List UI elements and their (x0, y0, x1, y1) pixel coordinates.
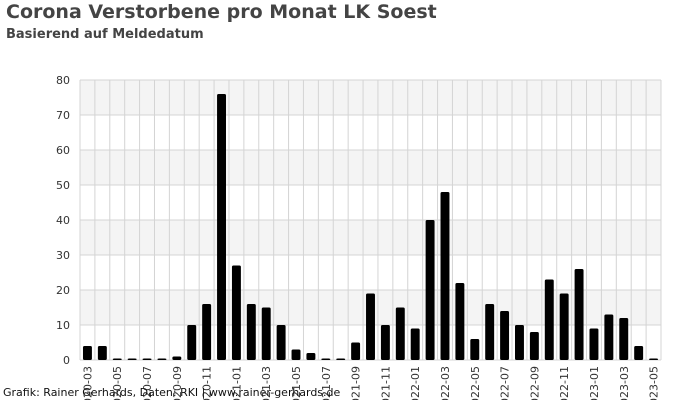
bar (544, 279, 554, 360)
bar (82, 346, 92, 360)
grid-band (80, 150, 661, 185)
x-tick-label: 2020-07 (141, 366, 154, 400)
bar (634, 346, 644, 360)
chart-subtitle: Basierend auf Meldedatum (6, 27, 204, 42)
bar (246, 304, 256, 360)
x-tick-label: 2023-01 (588, 366, 601, 400)
chart-title: Corona Verstorbene pro Monat LK Soest (6, 1, 437, 23)
y-tick-label: 0 (63, 354, 70, 367)
bar (142, 358, 152, 360)
x-tick-label: 2022-01 (409, 366, 422, 400)
bar (529, 332, 539, 360)
bar (291, 349, 301, 360)
bar (589, 328, 599, 360)
bar (97, 346, 107, 360)
x-axis-ticks: 2020-03 2020-05 2020-07 2020-09 2020-11 2021-… (81, 366, 660, 400)
bar (366, 293, 375, 360)
x-tick-label: 2022-09 (528, 366, 541, 400)
bar (172, 356, 182, 360)
bar (395, 307, 405, 360)
x-tick-label: 2021-07 (320, 366, 333, 400)
x-tick-label: 2021-01 (230, 366, 243, 400)
x-tick-label: 2023-03 (618, 366, 631, 400)
y-tick-label: 50 (56, 179, 70, 192)
grid-lines (79, 79, 662, 361)
bar (276, 325, 286, 360)
bar (515, 325, 524, 360)
x-tick-label: 2020-09 (171, 366, 184, 400)
y-tick-label: 30 (56, 249, 70, 262)
x-tick-label: 2023-05 (648, 366, 661, 400)
bar (127, 358, 137, 360)
bar (500, 311, 510, 360)
bar (351, 342, 361, 360)
x-tick-label: 2022-07 (499, 366, 512, 400)
bar (380, 325, 390, 360)
x-tick-label: 2022-03 (439, 366, 452, 400)
bar (336, 358, 346, 360)
y-axis-ticks: 0 10 20 30 40 50 60 70 80 (56, 74, 70, 367)
bar (440, 192, 450, 360)
y-tick-label: 60 (56, 144, 70, 157)
bar (425, 220, 435, 360)
grid-band (80, 80, 661, 115)
x-tick-label: 2020-03 (81, 366, 94, 400)
x-tick-label: 2021-05 (290, 366, 303, 400)
grid-band (80, 220, 661, 255)
bar (231, 265, 241, 360)
bars (82, 94, 659, 360)
bar (455, 283, 465, 360)
x-tick-label: 2022-11 (558, 366, 571, 400)
x-tick-label: 2020-11 (201, 366, 214, 400)
x-tick-label: 2021-03 (260, 366, 273, 400)
bar (187, 325, 197, 360)
y-tick-label: 20 (56, 284, 70, 297)
x-tick-label: 2021-09 (350, 366, 363, 400)
y-tick-label: 80 (56, 74, 70, 87)
bar (649, 358, 659, 360)
bar (157, 358, 167, 360)
bar (202, 304, 212, 360)
bar (261, 307, 271, 360)
credit-text: Grafik: Rainer Gerhards, Daten: RKI | ww… (3, 386, 341, 399)
bar (306, 353, 316, 360)
bar (559, 293, 569, 360)
bar (410, 328, 420, 360)
bar (574, 269, 584, 360)
y-tick-label: 40 (56, 214, 70, 227)
bar (485, 304, 495, 360)
bar (217, 94, 226, 360)
x-tick-label: 2022-05 (469, 366, 482, 400)
y-tick-label: 70 (56, 109, 70, 122)
bar (321, 358, 331, 360)
y-tick-label: 10 (56, 319, 70, 332)
bar (470, 339, 480, 360)
bar (604, 314, 614, 360)
x-tick-label: 2021-11 (379, 366, 392, 400)
bar (619, 318, 629, 360)
x-tick-label: 2020-05 (111, 366, 124, 400)
bar (112, 358, 122, 360)
